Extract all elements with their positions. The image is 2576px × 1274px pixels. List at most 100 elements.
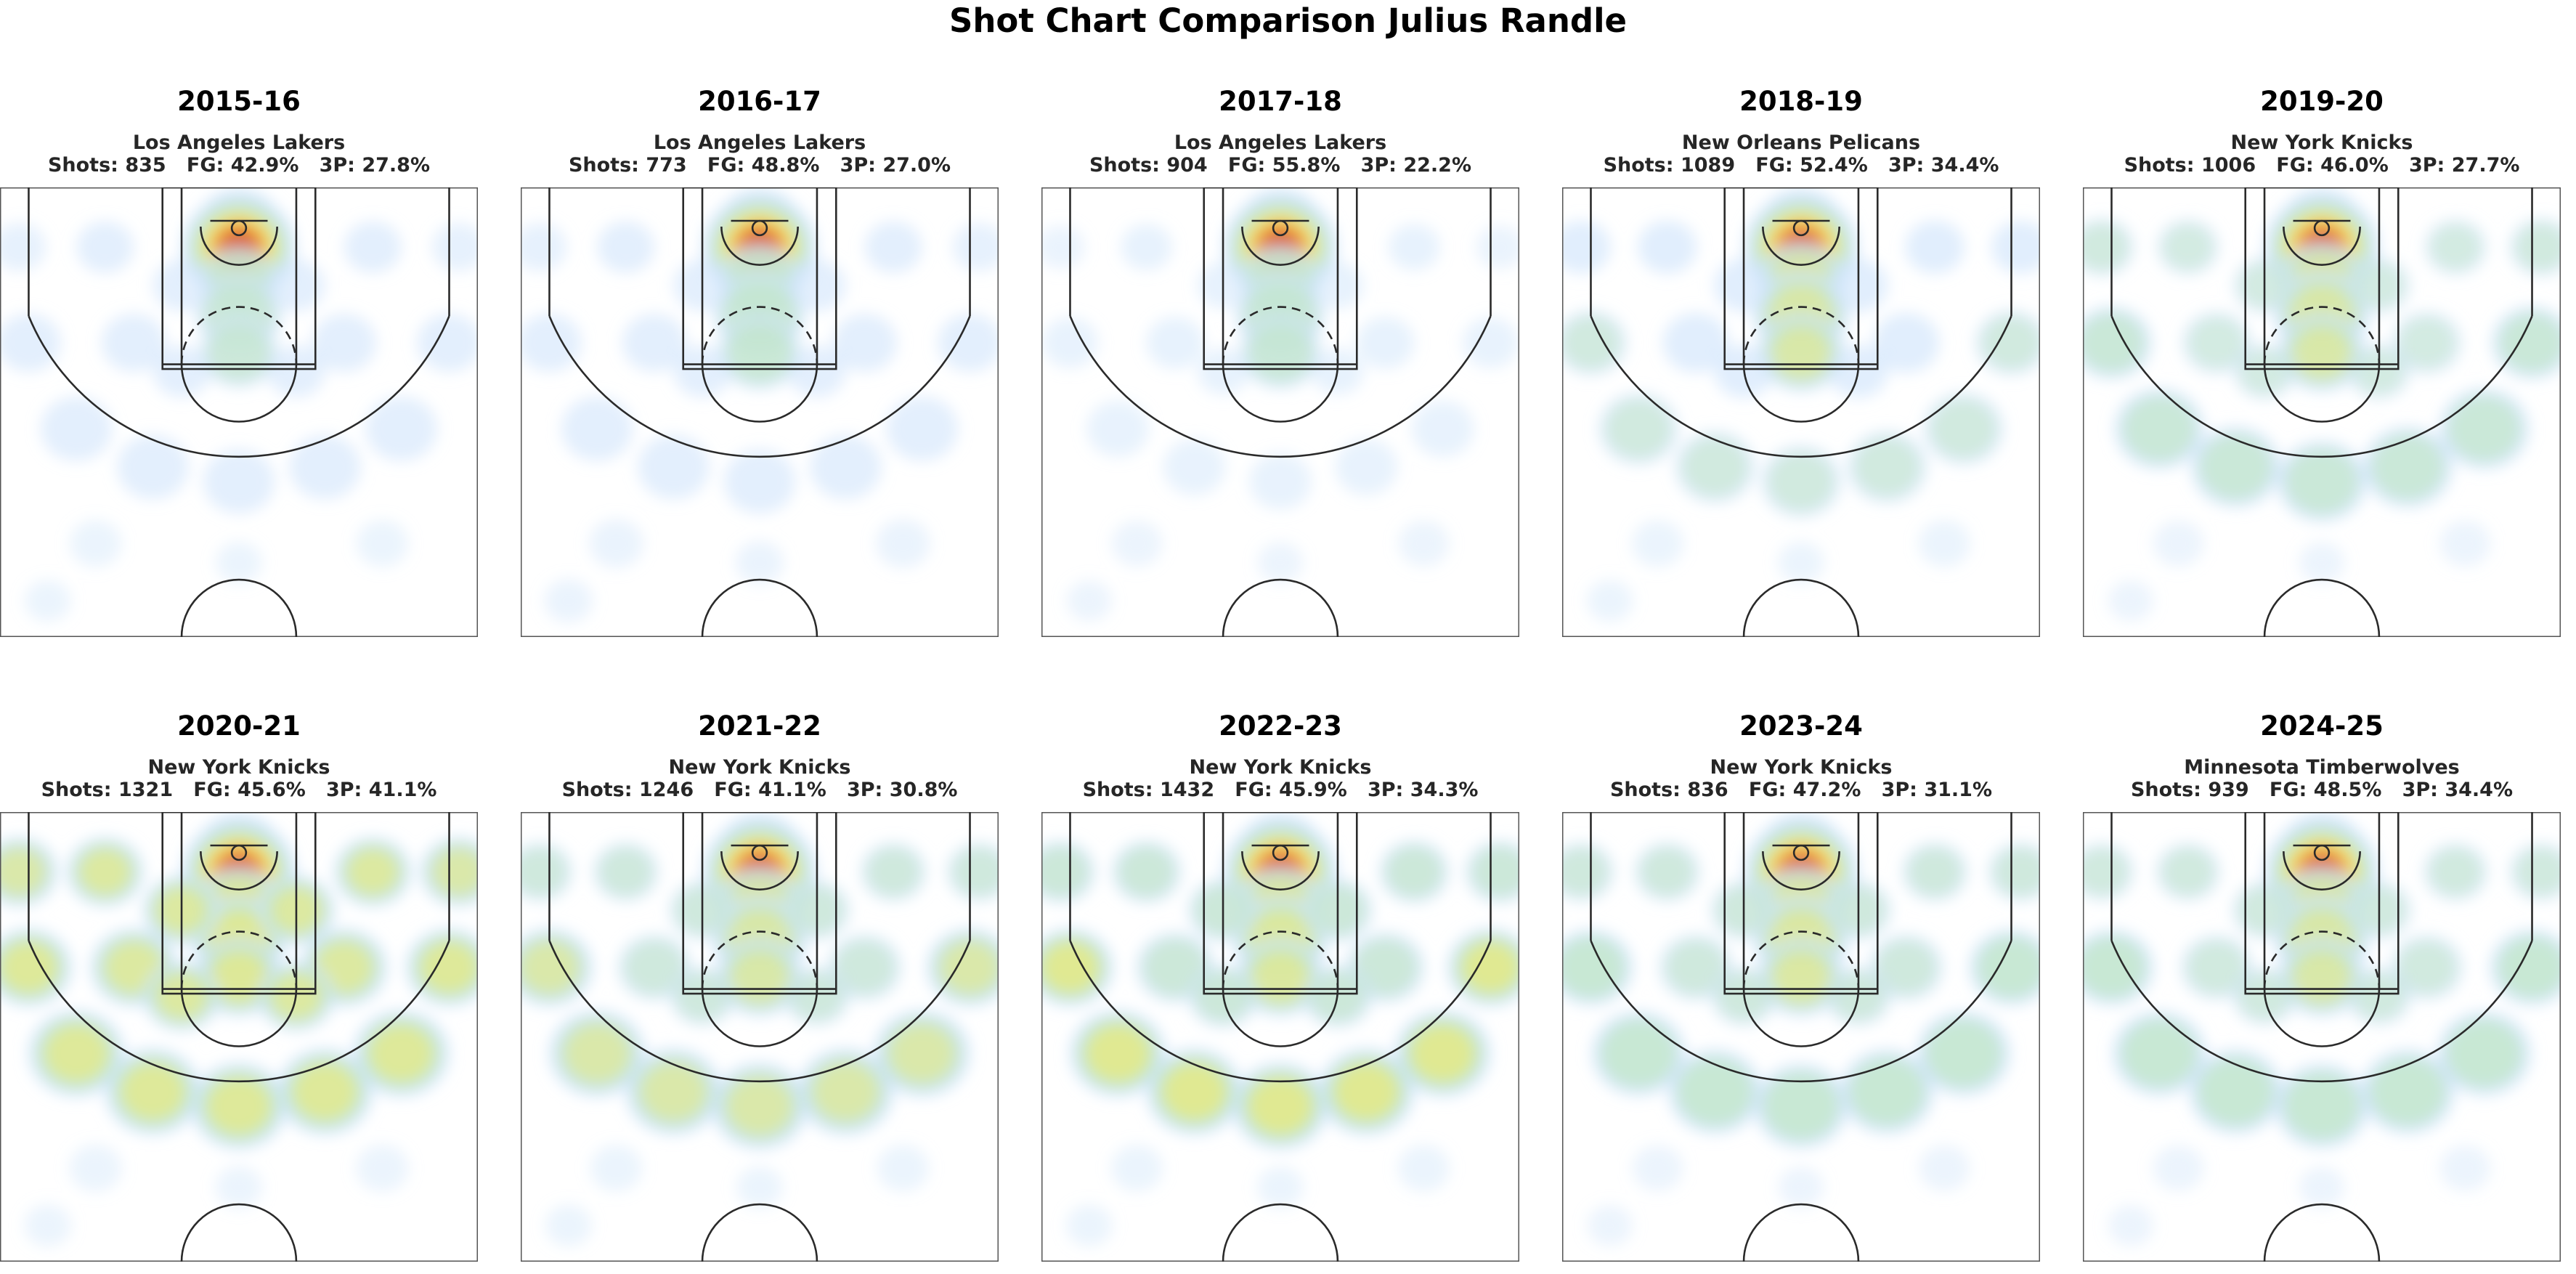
heat-blob xyxy=(832,313,898,372)
heat-blob xyxy=(356,1144,409,1192)
center-circle xyxy=(180,578,298,637)
season-title: 2022-23 xyxy=(1219,710,1342,742)
center-circle xyxy=(1222,1203,1339,1262)
heat-blob xyxy=(420,941,478,994)
hoop xyxy=(230,219,248,237)
court-lines xyxy=(1041,187,1519,637)
lane-outer xyxy=(2244,812,2400,995)
lane-outer xyxy=(161,187,317,370)
heat-blob xyxy=(1357,317,1415,369)
court-lines xyxy=(2083,812,2561,1262)
heat-blob xyxy=(344,221,402,273)
heat-blob xyxy=(203,449,275,514)
heat-blob xyxy=(2439,1145,2491,1191)
heat-blob xyxy=(215,1166,263,1209)
half-court-heatmap xyxy=(1562,187,2040,637)
heat-blob xyxy=(24,1204,71,1247)
restricted-area xyxy=(2283,851,2361,890)
lane-outer xyxy=(682,187,837,370)
free-throw-circle-bottom xyxy=(2263,989,2381,1047)
heat-blob xyxy=(1768,451,1835,511)
hoop xyxy=(1792,844,1810,861)
heat-blob xyxy=(1562,936,1626,999)
heat-blob xyxy=(2497,936,2561,999)
heat-blob xyxy=(433,849,478,895)
hoop xyxy=(2313,844,2331,861)
heat-blob xyxy=(1388,224,1440,271)
heat-blob xyxy=(1640,847,1694,896)
heat-blob xyxy=(1111,520,1163,567)
heat-blob xyxy=(312,313,377,372)
shooting-stats: Shots: 1432 FG: 45.9% 3P: 34.3% xyxy=(1082,779,1479,801)
heat-blob xyxy=(736,1167,783,1209)
center-circle xyxy=(180,1203,298,1262)
heat-blob xyxy=(521,941,578,994)
half-court-heatmap xyxy=(1041,187,1519,637)
free-throw-circle-bottom xyxy=(1222,989,1339,1047)
restricted-area xyxy=(2283,226,2361,266)
team-name: New York Knicks xyxy=(2230,131,2413,154)
heat-blob xyxy=(1930,399,1997,459)
three-point-arc xyxy=(548,940,971,1083)
heat-blob xyxy=(876,519,930,568)
heat-blob xyxy=(723,449,796,514)
team-name: Los Angeles Lakers xyxy=(653,131,866,154)
heat-blob xyxy=(356,520,408,567)
free-throw-circle-bottom xyxy=(701,364,818,423)
center-circle xyxy=(1742,1203,1860,1262)
heat-blob xyxy=(624,940,686,995)
team-name: New Orleans Pelicans xyxy=(1681,131,1921,154)
heat-blob xyxy=(1905,220,1964,274)
restricted-area xyxy=(720,226,799,266)
heat-blob xyxy=(565,1025,629,1082)
three-point-arc xyxy=(28,940,450,1083)
figure-title: Shot Chart Comparison Julius Randle xyxy=(948,1,1628,40)
heat-blob xyxy=(545,1204,592,1246)
heat-blob xyxy=(1875,940,1937,995)
heat-blob xyxy=(814,1063,877,1121)
court-lines xyxy=(1041,812,1519,1262)
heat-density-layer xyxy=(521,189,999,623)
heat-blob xyxy=(121,1063,184,1121)
shooting-stats: Shots: 835 FG: 42.9% 3P: 27.8% xyxy=(47,154,431,177)
heat-blob xyxy=(2108,1205,2153,1246)
half-court-heatmap xyxy=(1562,812,2040,1262)
free-throw-circle-top xyxy=(2263,306,2381,365)
heat-blob xyxy=(76,221,134,273)
heat-blob xyxy=(1562,316,1621,370)
heat-blob xyxy=(207,1077,271,1135)
restricted-area xyxy=(720,851,799,890)
heat-blob xyxy=(1143,938,1208,997)
restricted-area xyxy=(1241,851,1320,890)
heat-blob xyxy=(1918,520,1970,567)
restricted-area xyxy=(1241,226,1320,266)
heat-blob xyxy=(731,951,789,1003)
heat-blob xyxy=(1247,322,1314,383)
heat-blob xyxy=(2447,395,2522,463)
heat-blob xyxy=(2083,848,2129,896)
heat-blob xyxy=(1587,580,1633,622)
heat-blob xyxy=(0,849,45,895)
heat-blob xyxy=(1632,520,1684,567)
three-point-arc xyxy=(1590,315,2012,458)
shooting-stats: Shots: 1006 FG: 46.0% 3P: 27.7% xyxy=(2124,154,2520,177)
heat-blob xyxy=(289,434,361,500)
heat-blob xyxy=(1908,847,1962,896)
heat-blob xyxy=(1066,580,1112,622)
season-title: 2019-20 xyxy=(2260,86,2384,117)
heat-blob xyxy=(1121,224,1173,271)
season-title: 2018-19 xyxy=(1739,86,1863,117)
lane-outer xyxy=(1203,812,1358,995)
heat-blob xyxy=(2293,326,2351,378)
court-lines xyxy=(521,187,999,637)
restricted-area xyxy=(200,226,278,266)
heat-blob xyxy=(1257,542,1304,583)
heat-blob xyxy=(1772,326,1830,378)
heat-blob xyxy=(2161,848,2215,896)
heat-blob xyxy=(1662,312,1729,373)
hoop xyxy=(751,844,768,861)
lane-outer xyxy=(1723,812,1879,995)
heat-blob xyxy=(728,1077,792,1135)
three-point-arc xyxy=(548,315,971,458)
three-point-arc xyxy=(1069,315,1492,458)
